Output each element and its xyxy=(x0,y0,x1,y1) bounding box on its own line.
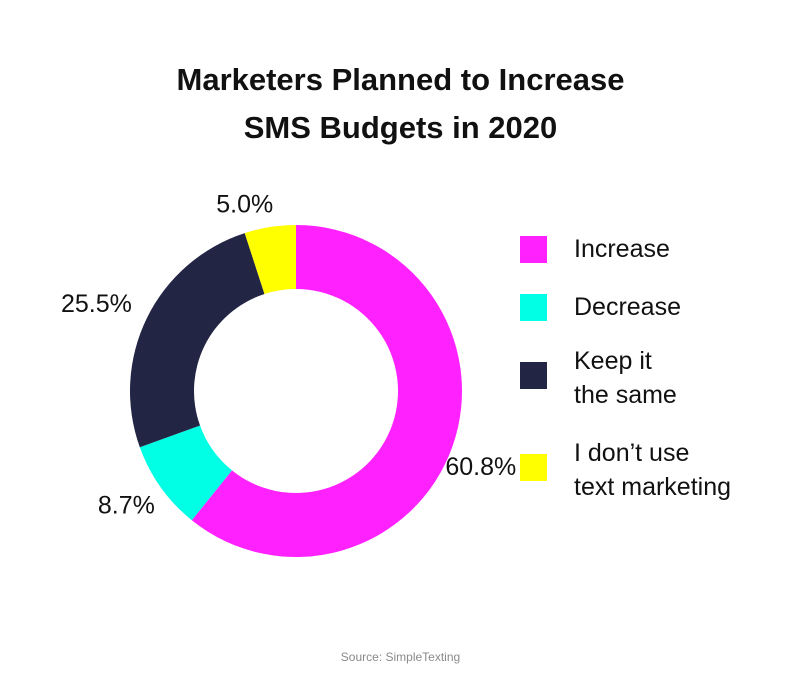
donut-slices xyxy=(130,225,463,558)
chart-title-line-1: Marketers Planned to Increase xyxy=(176,62,625,97)
legend-swatch-increase xyxy=(520,236,547,263)
legend-label-no-text-marketing: I don’t use text marketing xyxy=(574,439,732,501)
slice-no-text-marketing xyxy=(244,225,296,294)
source-note: Source: SimpleTexting xyxy=(340,650,461,664)
slice-decrease xyxy=(139,425,232,521)
legend-swatch-decrease xyxy=(520,294,547,321)
chart-title-line-2: SMS Budgets in 2020 xyxy=(243,110,558,145)
legend-label-keep-the-same: Keep it the same xyxy=(574,347,677,409)
slice-keep-the-same xyxy=(130,233,265,448)
legend-label-decrease: Decrease xyxy=(574,293,681,321)
chart-title: Marketers Planned to Increase SMS Budget… xyxy=(0,56,801,152)
value-label-increase: 60.8% xyxy=(445,453,516,481)
slice-increase xyxy=(191,225,463,558)
value-label-no-text-marketing: 5.0% xyxy=(216,190,273,218)
value-label-decrease: 8.7% xyxy=(98,492,155,520)
value-label-keep-the-same: 25.5% xyxy=(61,290,132,318)
legend-swatch-keep-the-same xyxy=(520,362,547,389)
donut-value-labels: 60.8% 8.7% 25.5% 5.0% xyxy=(61,190,516,519)
legend-swatch-no-text-marketing xyxy=(520,454,547,481)
legend-label-increase: Increase xyxy=(574,235,670,263)
